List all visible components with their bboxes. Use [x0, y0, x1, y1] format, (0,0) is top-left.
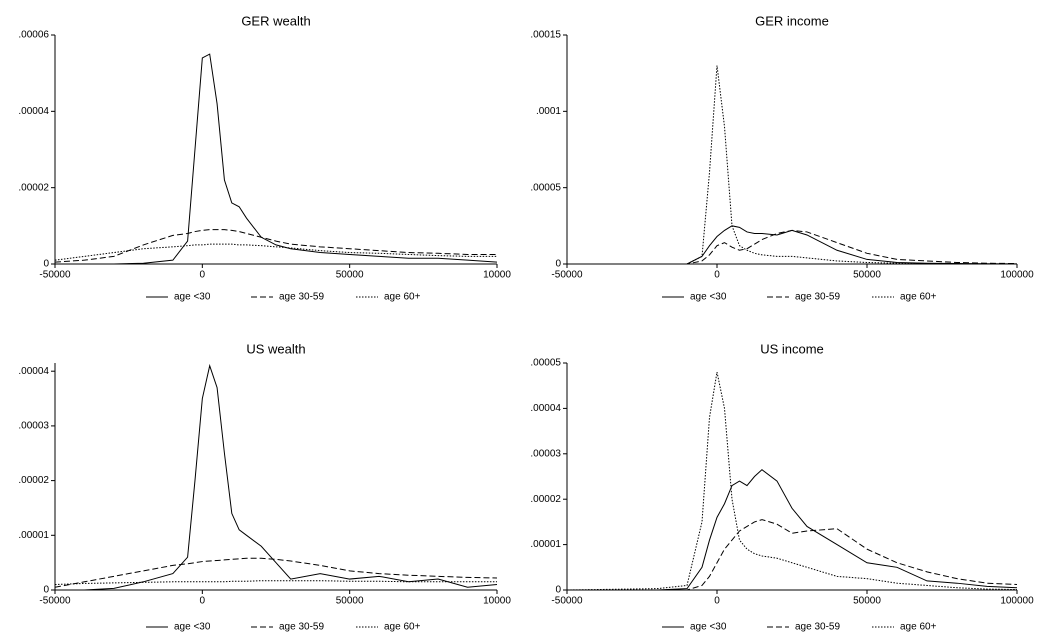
x-tick-label: 0: [714, 270, 720, 281]
legend-label: age 30-59: [279, 622, 324, 633]
legend-label: age 60+: [900, 292, 937, 303]
y-tick-label: 0: [555, 259, 561, 270]
y-tick-label: .00004: [18, 366, 49, 377]
x-tick-label: 50000: [336, 270, 364, 281]
y-tick-label: .00002: [530, 494, 561, 505]
y-tick-label: .00004: [18, 106, 49, 117]
chart-title: US income: [760, 341, 824, 356]
x-tick-label: 50000: [336, 596, 364, 607]
y-tick-label: .00006: [18, 30, 49, 41]
x-tick-label: 50000: [853, 596, 881, 607]
legend-label: age 30-59: [279, 292, 324, 303]
x-tick-label: -50000: [551, 270, 583, 281]
chart-title: GER wealth: [241, 13, 310, 28]
y-tick-label: .00004: [530, 403, 561, 414]
y-tick-label: .00002: [18, 182, 49, 193]
density-line: [54, 557, 498, 588]
legend-label: age <30: [174, 622, 211, 633]
legend-label: age 60+: [900, 622, 937, 633]
x-tick-label: -50000: [39, 596, 71, 607]
legend-label: age <30: [690, 292, 727, 303]
y-tick-label: 0: [555, 585, 561, 596]
legend-label: age 60+: [384, 622, 421, 633]
x-tick-label: 0: [200, 270, 206, 281]
y-tick-label: .00005: [530, 358, 561, 369]
legend-label: age <30: [174, 292, 211, 303]
y-tick-label: .00002: [18, 475, 49, 486]
legend-label: age 60+: [384, 292, 421, 303]
x-tick-label: 50000: [853, 270, 881, 281]
legend-label: age 30-59: [795, 622, 840, 633]
density-line: [567, 65, 1017, 265]
chart-title: US wealth: [246, 341, 305, 356]
y-tick-label: 0: [43, 585, 49, 596]
density-line: [567, 469, 1018, 591]
density-line: [54, 243, 497, 261]
y-tick-label: .00001: [530, 539, 561, 550]
y-tick-label: .00001: [18, 530, 49, 541]
density-line: [567, 229, 1018, 265]
x-tick-label: -50000: [551, 596, 583, 607]
x-tick-label: -50000: [39, 270, 71, 281]
density-line: [55, 363, 498, 591]
legend-label: age <30: [690, 622, 727, 633]
density-line: [54, 229, 497, 263]
x-tick-label: 0: [200, 596, 206, 607]
x-tick-label: 10000: [483, 596, 511, 607]
density-line: [566, 371, 1018, 591]
y-tick-label: .00005: [530, 182, 561, 193]
x-tick-label: 100000: [1000, 596, 1034, 607]
y-tick-label: 0: [43, 259, 49, 270]
density-line: [567, 519, 1018, 591]
density-line: [567, 225, 1018, 265]
x-tick-label: 0: [714, 596, 720, 607]
chart-title: GER income: [755, 13, 829, 28]
density-line: [54, 580, 497, 586]
legend-label: age 30-59: [795, 292, 840, 303]
y-tick-label: .00003: [18, 421, 49, 432]
x-tick-label: 10000: [483, 270, 511, 281]
y-tick-label: .0001: [536, 106, 561, 117]
density-line: [55, 53, 498, 265]
y-tick-label: .00003: [530, 448, 561, 459]
y-tick-label: .00015: [530, 30, 561, 41]
x-tick-label: 100000: [1000, 270, 1034, 281]
